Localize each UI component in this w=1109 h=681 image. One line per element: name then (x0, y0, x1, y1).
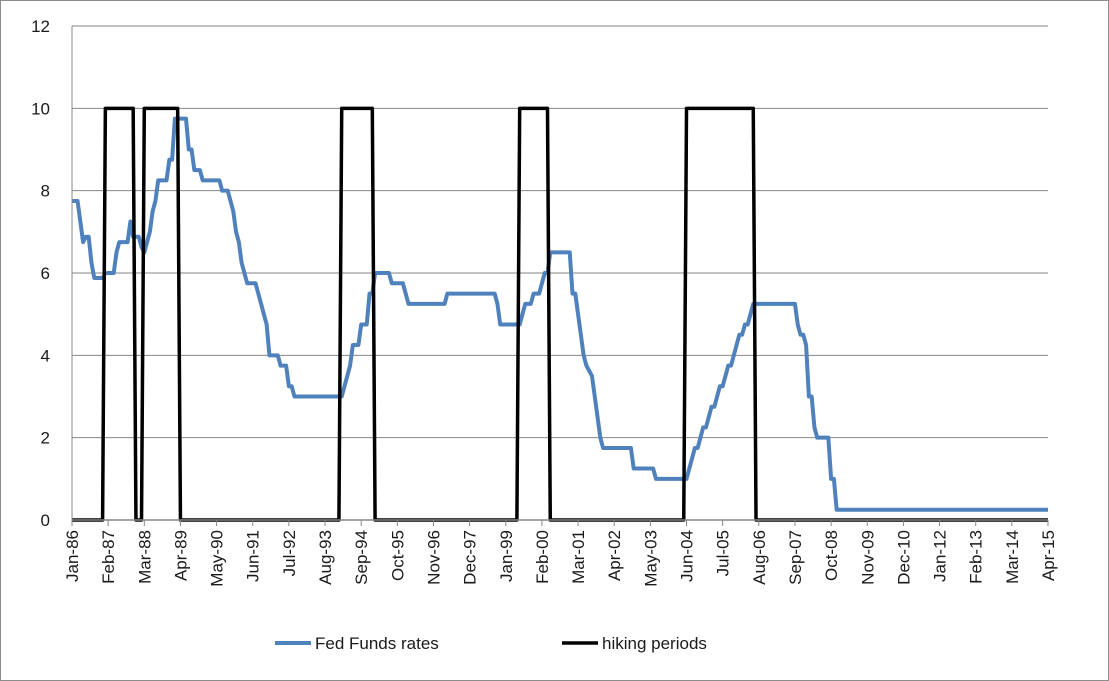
y-tick-label: 2 (41, 429, 50, 448)
x-tick-label: Jan-99 (497, 530, 516, 582)
x-tick-label: Jun-91 (244, 530, 263, 582)
legend-label: hiking periods (602, 634, 707, 653)
x-tick-label: Jan-12 (931, 530, 950, 582)
y-tick-label: 10 (31, 99, 50, 118)
x-axis (71, 26, 1049, 526)
y-tick-label: 4 (41, 346, 50, 365)
x-tick-label: Dec-97 (461, 530, 480, 585)
gridlines (72, 25, 1048, 439)
x-axis-tick-labels: Jan-86 Feb-87 Mar-88 Apr-89 May-90 Jun-91 Jul-… (63, 530, 1058, 587)
x-tick-label: Aug-93 (316, 530, 335, 585)
y-axis-tick-labels: 0 2 4 6 8 10 12 (31, 17, 50, 530)
legend: Fed Funds rates hiking periods (275, 634, 707, 653)
x-tick-label: Dec-10 (894, 530, 913, 585)
x-tick-label: Feb-87 (99, 530, 118, 584)
x-tick-label: Apr-15 (1039, 530, 1058, 581)
y-tick-label: 6 (41, 264, 50, 283)
x-tick-label: Mar-01 (569, 530, 588, 584)
x-tick-label: Mar-88 (135, 530, 154, 584)
x-tick-label: Nov-09 (858, 530, 877, 585)
x-tick-label: Feb-13 (967, 530, 986, 584)
x-tick-label: Oct-08 (822, 530, 841, 581)
x-tick-label: Apr-89 (171, 530, 190, 581)
x-tick-label: Jul-05 (714, 530, 733, 576)
series-line-fed-funds-rates (72, 116, 1048, 512)
x-tick-label: Mar-14 (1003, 530, 1022, 584)
x-tick-label: Feb-00 (533, 530, 552, 584)
y-tick-label: 0 (41, 511, 50, 530)
x-tick-label: Sep-94 (352, 530, 371, 585)
y-tick-label: 8 (41, 182, 50, 201)
x-tick-label: Jun-04 (678, 530, 697, 582)
x-tick-label: Nov-96 (424, 530, 443, 585)
x-tick-label: Jan-86 (63, 530, 82, 582)
series-lines (72, 106, 1048, 522)
x-tick-label: Jul-92 (280, 530, 299, 576)
x-tick-label: Oct-95 (388, 530, 407, 581)
series-line-hiking-periods (72, 106, 1048, 522)
legend-label: Fed Funds rates (315, 634, 439, 653)
x-tick-label: Apr-02 (605, 530, 624, 581)
x-tick-label: Sep-07 (786, 530, 805, 585)
x-tick-label: May-90 (208, 530, 227, 587)
x-tick-label: Aug-06 (750, 530, 769, 585)
y-tick-label: 12 (31, 17, 50, 36)
x-tick-label: May-03 (641, 530, 660, 587)
